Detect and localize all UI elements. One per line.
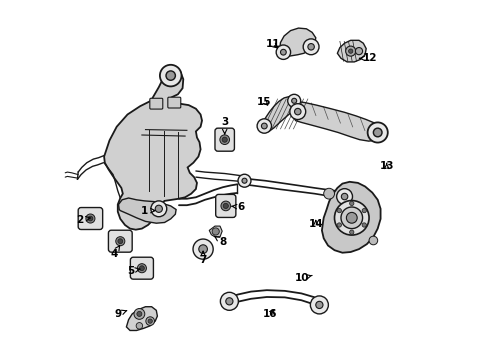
Circle shape [160,65,181,86]
Circle shape [222,137,227,142]
Circle shape [155,205,162,212]
Polygon shape [294,102,381,141]
Circle shape [349,201,353,206]
FancyBboxPatch shape [215,194,235,217]
Text: 6: 6 [231,202,244,212]
Polygon shape [260,96,296,131]
Circle shape [346,212,356,223]
Circle shape [336,189,352,204]
Circle shape [118,239,122,244]
Circle shape [294,108,301,115]
Circle shape [340,207,362,229]
Circle shape [86,214,95,223]
Circle shape [334,201,368,235]
FancyBboxPatch shape [78,207,102,230]
Circle shape [348,49,352,53]
Circle shape [223,203,228,208]
Circle shape [116,237,124,246]
Circle shape [289,104,305,120]
FancyBboxPatch shape [149,98,163,109]
Circle shape [315,301,322,309]
Text: 13: 13 [379,161,393,171]
Circle shape [151,201,166,217]
Text: 8: 8 [214,236,226,247]
Text: 9: 9 [114,309,126,319]
Circle shape [166,71,175,80]
Circle shape [291,98,296,103]
FancyBboxPatch shape [130,257,153,279]
Circle shape [220,135,229,144]
Circle shape [276,45,290,59]
Circle shape [220,292,238,310]
Text: 12: 12 [359,53,376,63]
Polygon shape [126,307,157,330]
Circle shape [137,264,146,273]
Circle shape [88,216,93,221]
Text: 10: 10 [294,273,311,283]
Circle shape [280,49,285,55]
Circle shape [345,46,355,56]
Circle shape [212,228,219,235]
Text: 1: 1 [141,206,155,216]
Circle shape [307,44,314,50]
Polygon shape [104,68,202,230]
Circle shape [303,39,318,55]
Text: 14: 14 [308,219,323,229]
Text: 7: 7 [199,251,206,265]
Circle shape [310,296,328,314]
Circle shape [261,123,266,129]
FancyBboxPatch shape [167,97,181,108]
Text: 11: 11 [265,39,279,49]
Circle shape [225,298,232,305]
Circle shape [148,319,152,323]
Circle shape [367,122,387,143]
Text: 3: 3 [221,117,228,134]
Circle shape [139,266,144,271]
Polygon shape [209,226,222,237]
Circle shape [145,317,154,325]
Circle shape [349,230,353,234]
Text: 4: 4 [110,246,120,259]
Circle shape [134,309,144,319]
Circle shape [336,223,341,227]
Circle shape [193,239,213,259]
Circle shape [336,208,341,213]
Circle shape [373,128,381,137]
Circle shape [361,208,366,213]
FancyBboxPatch shape [108,230,132,252]
Circle shape [361,223,366,227]
Circle shape [238,174,250,187]
Text: 5: 5 [127,266,140,276]
Circle shape [242,178,246,183]
Text: 2: 2 [76,215,90,225]
Circle shape [257,119,271,133]
Circle shape [137,311,142,316]
Circle shape [341,193,347,200]
FancyBboxPatch shape [215,128,234,151]
Text: 16: 16 [263,309,277,319]
Circle shape [355,48,362,55]
Polygon shape [337,40,366,62]
Polygon shape [321,182,380,253]
Circle shape [136,323,142,329]
Circle shape [287,94,300,107]
Circle shape [323,188,334,199]
Circle shape [221,201,230,211]
Circle shape [199,245,207,253]
Polygon shape [279,28,315,57]
Text: 15: 15 [257,96,271,107]
Polygon shape [118,198,176,223]
Circle shape [368,236,377,245]
